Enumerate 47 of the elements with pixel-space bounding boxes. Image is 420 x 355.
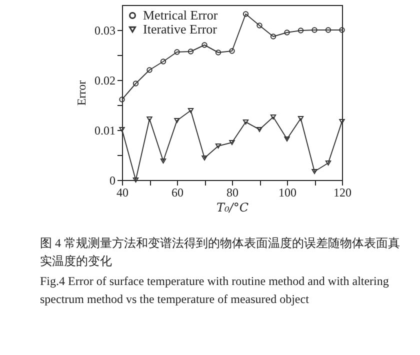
point bbox=[146, 116, 152, 122]
point bbox=[119, 126, 125, 132]
point bbox=[188, 108, 194, 114]
caption: 图 4 常规测量方法和变谱法得到的物体表面温度的误差随物体表面真实温度的变化 bbox=[40, 235, 401, 270]
point bbox=[160, 158, 166, 164]
y-tick-label: 0 bbox=[110, 174, 116, 188]
y-axis-title: Error bbox=[74, 80, 88, 106]
point bbox=[256, 126, 262, 132]
x-tick-label: 60 bbox=[172, 186, 184, 200]
point bbox=[298, 28, 304, 34]
point bbox=[132, 177, 139, 183]
y-tick-label: 0.02 bbox=[94, 74, 116, 88]
point bbox=[284, 136, 290, 142]
y-tick-label: 0.03 bbox=[94, 24, 116, 38]
y-tick-label: 0.01 bbox=[94, 124, 116, 138]
x-tick-label: 100 bbox=[278, 186, 296, 200]
point bbox=[174, 118, 180, 124]
point bbox=[215, 50, 222, 56]
legend-label: Iterative Error bbox=[143, 22, 218, 36]
point bbox=[174, 49, 180, 55]
legend-label: Metrical Error bbox=[143, 8, 218, 22]
point bbox=[229, 140, 235, 146]
point bbox=[284, 30, 290, 36]
point bbox=[298, 116, 304, 122]
point bbox=[242, 119, 249, 125]
point bbox=[270, 34, 276, 40]
x-tick-label: 80 bbox=[226, 186, 238, 200]
point bbox=[215, 143, 222, 149]
x-axis-title: T₀/°C bbox=[216, 200, 249, 214]
point bbox=[325, 160, 332, 166]
point bbox=[242, 11, 249, 17]
x-tick-label: 120 bbox=[334, 186, 352, 200]
point bbox=[202, 155, 208, 161]
point bbox=[202, 42, 208, 48]
point bbox=[312, 168, 318, 174]
point bbox=[229, 48, 235, 54]
point bbox=[312, 27, 318, 33]
point bbox=[325, 27, 332, 33]
point bbox=[256, 22, 262, 28]
x-tick-label: 40 bbox=[116, 186, 128, 200]
point bbox=[339, 118, 345, 124]
point bbox=[146, 67, 152, 73]
point bbox=[160, 58, 166, 64]
caption: Fig.4 Error of surface temperature with routine method and with altering spectrum method vs the temperature of measured object bbox=[40, 273, 390, 308]
point bbox=[270, 114, 276, 120]
point bbox=[132, 80, 139, 86]
point bbox=[188, 48, 194, 54]
